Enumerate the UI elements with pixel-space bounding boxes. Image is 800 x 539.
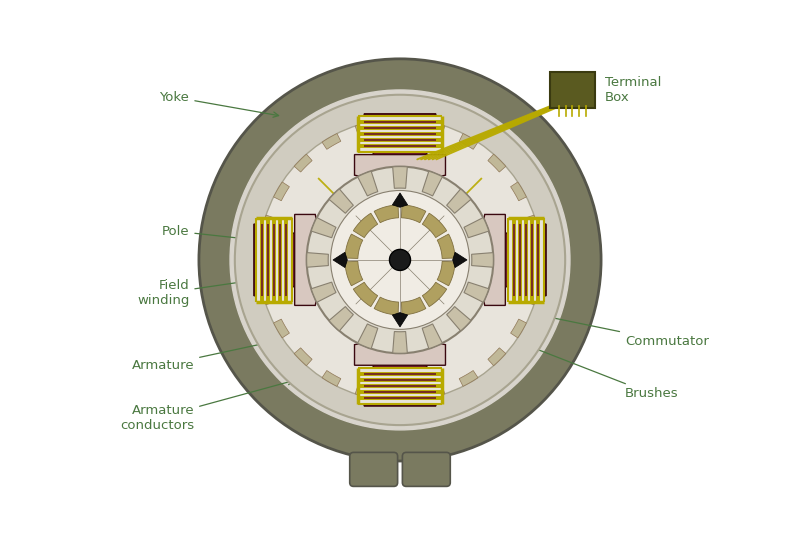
Polygon shape <box>294 215 320 306</box>
Polygon shape <box>262 286 274 305</box>
Polygon shape <box>345 261 362 286</box>
Text: Field
winding: Field winding <box>137 278 257 307</box>
Polygon shape <box>464 218 489 238</box>
Polygon shape <box>391 392 409 401</box>
Polygon shape <box>422 324 442 349</box>
Polygon shape <box>274 319 290 338</box>
Polygon shape <box>393 167 407 188</box>
Polygon shape <box>258 251 268 268</box>
Polygon shape <box>438 261 455 286</box>
Polygon shape <box>254 224 297 296</box>
Polygon shape <box>446 189 471 213</box>
Polygon shape <box>256 218 292 302</box>
Polygon shape <box>392 313 408 327</box>
Circle shape <box>235 95 565 425</box>
Circle shape <box>335 195 465 324</box>
Polygon shape <box>294 154 312 172</box>
Polygon shape <box>422 171 442 196</box>
Circle shape <box>230 90 570 430</box>
Polygon shape <box>354 155 446 180</box>
Circle shape <box>258 119 542 401</box>
Polygon shape <box>464 282 489 302</box>
Polygon shape <box>446 307 471 331</box>
Polygon shape <box>459 370 478 386</box>
Polygon shape <box>402 297 426 315</box>
Text: Brushes: Brushes <box>459 319 678 400</box>
Polygon shape <box>402 205 426 223</box>
Polygon shape <box>311 282 336 302</box>
Polygon shape <box>426 121 445 134</box>
FancyBboxPatch shape <box>350 452 398 486</box>
Polygon shape <box>322 370 341 386</box>
Polygon shape <box>532 251 542 268</box>
Polygon shape <box>358 116 442 152</box>
Polygon shape <box>364 114 436 157</box>
Polygon shape <box>311 218 336 238</box>
Circle shape <box>330 190 470 329</box>
Text: Armature
conductors: Armature conductors <box>120 379 293 432</box>
Polygon shape <box>358 324 378 349</box>
Polygon shape <box>508 218 544 302</box>
Polygon shape <box>374 297 398 315</box>
Polygon shape <box>422 213 446 238</box>
Polygon shape <box>438 234 455 259</box>
Polygon shape <box>391 119 409 128</box>
Polygon shape <box>333 252 347 267</box>
Polygon shape <box>294 348 312 365</box>
Polygon shape <box>354 282 378 307</box>
Polygon shape <box>480 215 506 306</box>
Polygon shape <box>262 215 274 233</box>
Polygon shape <box>355 386 374 398</box>
Polygon shape <box>453 252 467 267</box>
Polygon shape <box>329 189 354 213</box>
Polygon shape <box>306 253 329 267</box>
Polygon shape <box>354 213 378 238</box>
Polygon shape <box>488 348 506 365</box>
Circle shape <box>390 250 410 271</box>
Polygon shape <box>426 386 445 398</box>
Polygon shape <box>355 121 374 134</box>
Text: Terminal
Box: Terminal Box <box>605 76 661 104</box>
Polygon shape <box>345 234 362 259</box>
Text: Commutator: Commutator <box>462 298 709 348</box>
Polygon shape <box>322 134 341 149</box>
Polygon shape <box>358 171 378 196</box>
Polygon shape <box>471 253 494 267</box>
Polygon shape <box>510 319 526 338</box>
Polygon shape <box>488 154 506 172</box>
Polygon shape <box>526 215 538 233</box>
Polygon shape <box>503 224 546 296</box>
Polygon shape <box>392 193 408 208</box>
Polygon shape <box>393 331 407 353</box>
Polygon shape <box>274 182 290 201</box>
Circle shape <box>199 59 601 461</box>
Polygon shape <box>354 340 446 365</box>
Polygon shape <box>329 307 354 331</box>
Polygon shape <box>459 134 478 149</box>
Polygon shape <box>358 368 442 404</box>
FancyBboxPatch shape <box>550 72 594 108</box>
Text: Armature: Armature <box>131 331 314 372</box>
Text: Pole: Pole <box>162 225 259 243</box>
Polygon shape <box>374 205 398 223</box>
Circle shape <box>306 167 494 353</box>
Polygon shape <box>526 286 538 305</box>
Polygon shape <box>510 182 526 201</box>
Polygon shape <box>422 282 446 307</box>
Polygon shape <box>364 363 436 406</box>
FancyBboxPatch shape <box>402 452 450 486</box>
Text: Yoke: Yoke <box>159 91 278 118</box>
